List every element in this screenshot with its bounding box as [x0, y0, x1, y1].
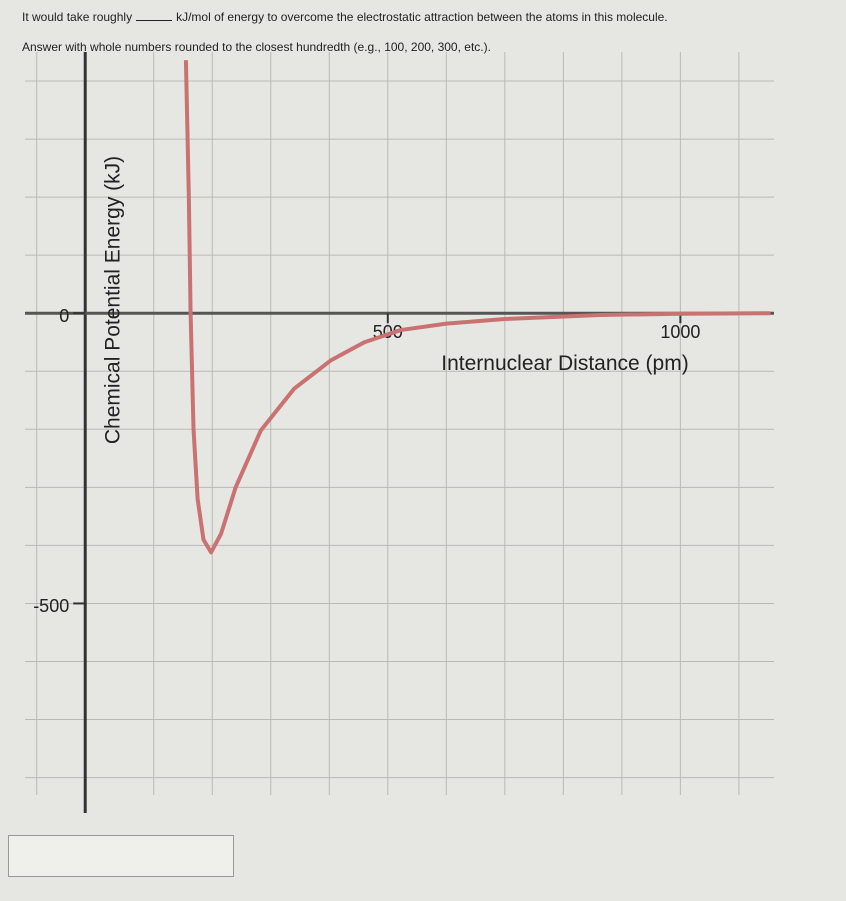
answer-box[interactable]	[8, 835, 234, 877]
x-axis-label: Internuclear Distance (pm)	[441, 352, 688, 375]
y-tick-label: -500	[33, 596, 69, 616]
question-text: kJ/mol of energy to overcome the electro…	[176, 10, 668, 24]
question-text: It would take roughly	[22, 10, 133, 24]
x-tick-label: 1000	[660, 322, 700, 342]
question-line: It would take roughly kJ/mol of energy to…	[22, 10, 668, 24]
answer-blank	[136, 20, 173, 21]
instruction: Answer with whole numbers rounded to the…	[22, 40, 491, 54]
energy-curve	[183, 60, 771, 555]
y-tick-label: 0	[59, 306, 69, 326]
y-axis-label: Chemical Potential Energy (kJ)	[102, 156, 125, 444]
